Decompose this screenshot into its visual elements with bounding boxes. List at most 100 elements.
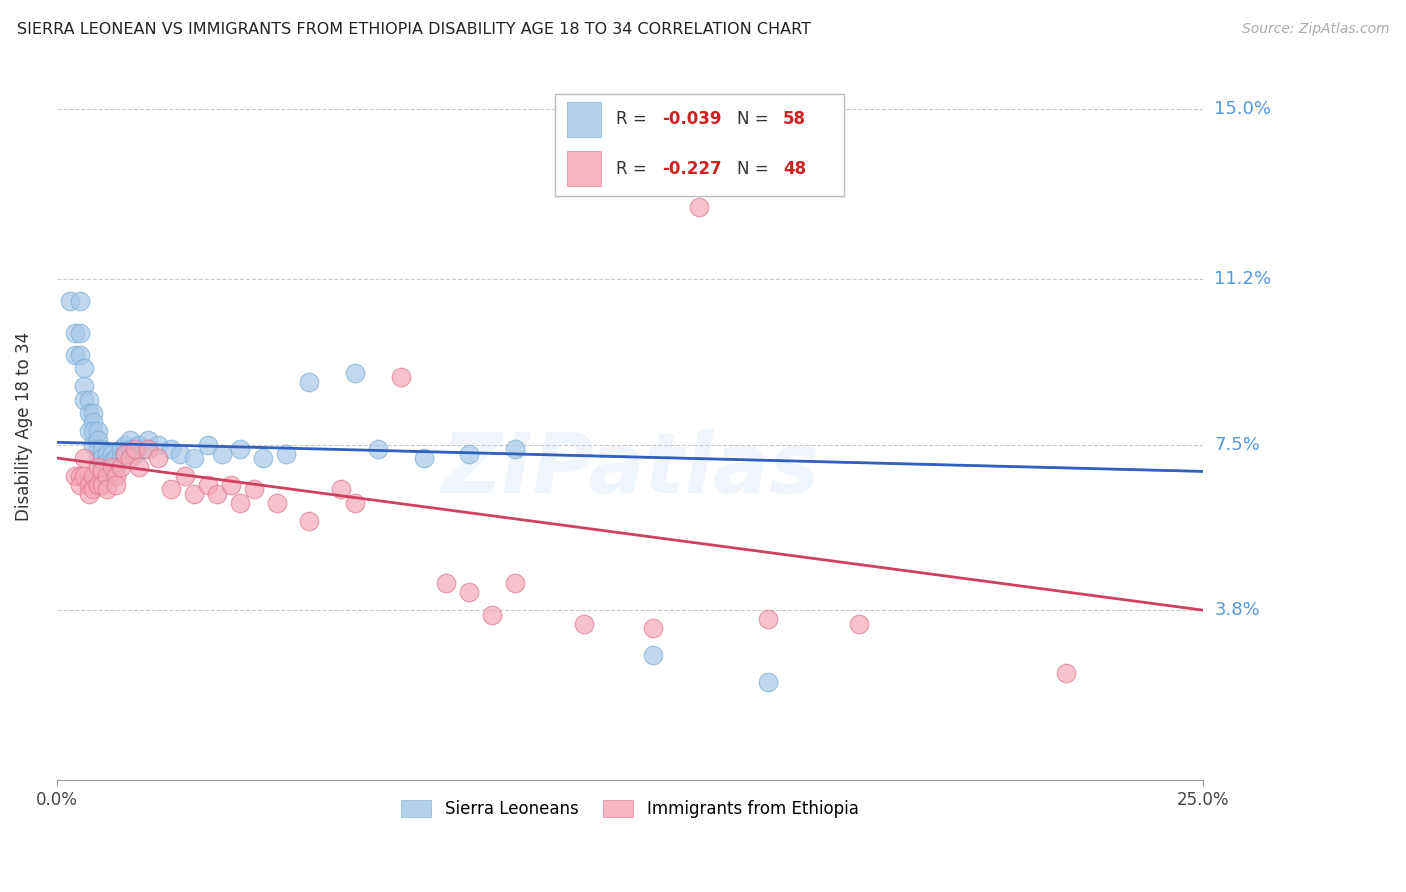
Text: N =: N = [737, 111, 773, 128]
Point [1054, 665, 1077, 680]
Point [87, 442, 110, 456]
Point [128, 459, 150, 474]
Text: 58: 58 [783, 111, 806, 128]
Point [77, 487, 100, 501]
Point [110, 442, 132, 456]
Text: 11.2%: 11.2% [1215, 270, 1271, 288]
Point [105, 459, 128, 474]
Point [205, 487, 228, 501]
Point [330, 483, 353, 497]
Point [160, 442, 183, 456]
Text: 15.0%: 15.0% [1215, 100, 1271, 118]
Legend: Sierra Leoneans, Immigrants from Ethiopia: Sierra Leoneans, Immigrants from Ethiopi… [395, 794, 865, 825]
Point [756, 674, 779, 689]
Point [183, 450, 205, 465]
Point [252, 450, 274, 465]
Point [96, 469, 118, 483]
Point [641, 621, 664, 635]
Point [343, 496, 366, 510]
Point [229, 442, 252, 456]
Point [298, 375, 321, 389]
Point [82, 424, 104, 438]
Point [503, 442, 526, 456]
Point [641, 648, 664, 662]
Point [124, 442, 146, 456]
Point [343, 366, 366, 380]
Point [91, 442, 114, 456]
Point [73, 450, 96, 465]
Point [69, 294, 91, 309]
Point [105, 450, 128, 465]
Point [183, 487, 205, 501]
Point [87, 459, 110, 474]
Point [298, 514, 321, 528]
Point [77, 424, 100, 438]
Point [174, 469, 197, 483]
Point [100, 446, 122, 460]
Point [87, 478, 110, 492]
Point [197, 478, 219, 492]
Point [73, 361, 96, 376]
Point [91, 464, 114, 478]
Point [118, 442, 141, 456]
Point [219, 478, 242, 492]
Text: ZIPatlas: ZIPatlas [441, 428, 818, 509]
Point [138, 442, 160, 456]
Text: 48: 48 [783, 160, 806, 178]
Text: -0.039: -0.039 [662, 111, 721, 128]
Point [87, 424, 110, 438]
Point [69, 469, 91, 483]
FancyBboxPatch shape [567, 151, 602, 186]
Point [110, 450, 132, 465]
Point [274, 446, 297, 460]
Point [69, 478, 91, 492]
Point [100, 464, 122, 478]
Point [160, 483, 183, 497]
Point [77, 406, 100, 420]
Text: R =: R = [616, 111, 652, 128]
Point [73, 392, 96, 407]
Point [412, 450, 434, 465]
Point [124, 446, 146, 460]
Point [96, 455, 118, 469]
Point [69, 348, 91, 362]
Point [91, 478, 114, 492]
Point [73, 469, 96, 483]
Point [114, 446, 136, 460]
Point [82, 406, 104, 420]
Point [73, 379, 96, 393]
Point [114, 446, 136, 460]
Point [82, 483, 104, 497]
Point [138, 433, 160, 447]
Y-axis label: Disability Age 18 to 34: Disability Age 18 to 34 [15, 332, 32, 521]
Point [91, 450, 114, 465]
Point [367, 442, 389, 456]
Point [105, 478, 128, 492]
Point [132, 442, 155, 456]
Point [91, 459, 114, 474]
Point [59, 294, 82, 309]
Point [69, 326, 91, 340]
Point [169, 446, 191, 460]
Point [481, 607, 503, 622]
Point [100, 459, 122, 474]
Point [848, 616, 870, 631]
Point [114, 437, 136, 451]
Point [503, 576, 526, 591]
Point [105, 469, 128, 483]
Point [389, 370, 412, 384]
Point [756, 612, 779, 626]
Point [146, 450, 169, 465]
Point [110, 459, 132, 474]
Point [77, 392, 100, 407]
Point [436, 576, 458, 591]
Point [82, 415, 104, 429]
Point [82, 437, 104, 451]
Point [128, 437, 150, 451]
Point [211, 446, 233, 460]
Text: SIERRA LEONEAN VS IMMIGRANTS FROM ETHIOPIA DISABILITY AGE 18 TO 34 CORRELATION C: SIERRA LEONEAN VS IMMIGRANTS FROM ETHIOP… [17, 22, 811, 37]
Point [229, 496, 252, 510]
Point [87, 450, 110, 465]
Point [572, 616, 595, 631]
Text: 3.8%: 3.8% [1215, 601, 1260, 619]
